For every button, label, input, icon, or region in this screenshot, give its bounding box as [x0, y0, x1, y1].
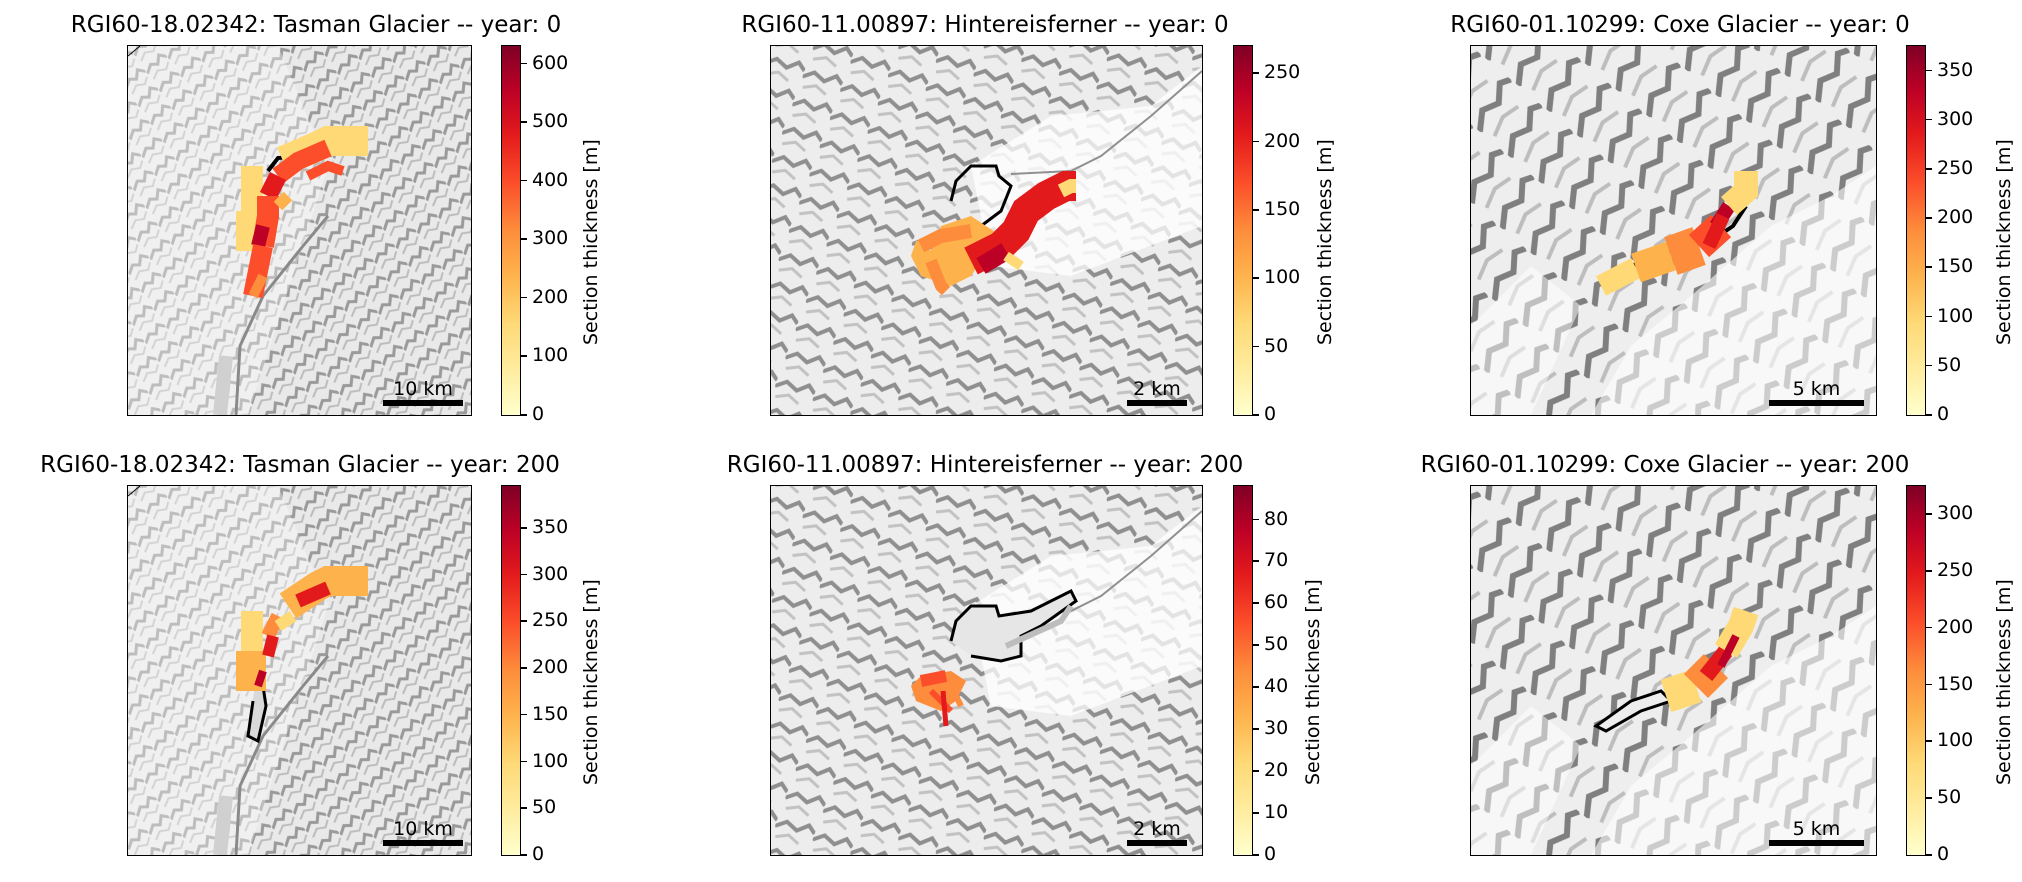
scale-bar: 10 km: [383, 376, 463, 406]
colorbar-tick-label: 250: [532, 609, 569, 632]
scale-bar: 5 km: [1769, 816, 1864, 846]
colorbar-tick-label: 150: [1937, 255, 1974, 278]
panel-title: RGI60-11.00897: Hintereisferner -- year:…: [726, 452, 1244, 478]
colorbar-tick-label: 100: [1264, 266, 1301, 289]
panel-title: RGI60-18.02342: Tasman Glacier -- year: …: [70, 12, 562, 38]
colorbar-tick-label: 50: [1264, 633, 1289, 656]
glacier-flowline: [236, 126, 368, 299]
colorbar-tick-label: 300: [532, 562, 569, 585]
scale-bar-label: 2 km: [1133, 818, 1181, 840]
colorbar-tick-label: 100: [532, 749, 569, 772]
scale-bar: 2 km: [1127, 816, 1187, 846]
scale-bar-label: 5 km: [1792, 378, 1841, 400]
colorbar-tick-label: 50: [1937, 353, 1962, 376]
colorbar-tick-label: 30: [1264, 717, 1289, 740]
map-hef-year-0: 2 km: [770, 45, 1203, 416]
scale-bar-label: 10 km: [393, 818, 453, 840]
colorbar-tick-label: 150: [1264, 198, 1301, 220]
colorbar-tick-label: 0: [532, 403, 545, 425]
colorbar-tick-label: 300: [1937, 107, 1974, 130]
map-coxe-year-200: 5 km: [1470, 485, 1877, 856]
colorbar-tick-label: 100: [1937, 304, 1974, 327]
colorbar-label: Section thickness [m]: [1993, 579, 2015, 785]
colorbar-tick-label: 50: [1264, 334, 1289, 357]
map-tasman-year-200: 10 km: [127, 485, 472, 856]
panel-title: RGI60-01.10299: Coxe Glacier -- year: 0: [1450, 12, 1910, 38]
colorbar-label: Section thickness [m]: [1993, 139, 2015, 345]
map-tasman-year-0: 10 km: [127, 45, 472, 416]
colorbar-tick-label: 40: [1264, 675, 1289, 698]
colorbar-tick-label: 150: [532, 702, 569, 725]
colorbar-tick-label: 0: [1937, 403, 1950, 425]
colorbar-tick-label: 200: [1937, 615, 1974, 638]
colorbar-tick-label: 50: [1937, 786, 1962, 809]
colorbar: 0 10 20 30 40 50 60 70 80: [1233, 485, 1288, 865]
scale-bar: 10 km: [383, 816, 463, 846]
colorbar-tick-label: 100: [1937, 729, 1974, 752]
scale-bar-label: 5 km: [1792, 818, 1841, 840]
map-hef-year-200: 2 km: [770, 485, 1203, 856]
colorbar-tick-label: 0: [1937, 843, 1950, 865]
colorbar: 0 50 100 150 200 250 300: [1906, 485, 1973, 865]
colorbar-tick-label: 0: [1264, 843, 1277, 865]
colorbar: 0 100 200 300 400 500 600: [501, 45, 568, 425]
colorbar-tick-label: 200: [1264, 129, 1301, 152]
colorbar: 0 50 100 150 200 250 300 350: [1906, 45, 1973, 425]
colorbar-tick-label: 100: [532, 344, 569, 367]
colorbar-tick-label: 400: [532, 168, 569, 191]
glacier-flowline: [1593, 606, 1759, 733]
colorbar-tick-label: 0: [532, 843, 545, 865]
scale-bar: 5 km: [1769, 376, 1864, 406]
map-coxe-year-0: 5 km: [1470, 45, 1877, 416]
colorbar-tick-label: 60: [1264, 591, 1289, 614]
colorbar-tick-label: 500: [532, 110, 569, 133]
colorbar-tick-label: 250: [1937, 157, 1974, 179]
glacier-flowline: [1595, 171, 1758, 296]
colorbar-tick-label: 20: [1264, 759, 1289, 782]
colorbar-tick-label: 200: [532, 285, 569, 308]
scale-bar: 2 km: [1127, 376, 1187, 406]
colorbar-label: Section thickness [m]: [1302, 579, 1324, 785]
colorbar-tick-label: 200: [1937, 206, 1974, 229]
glacier-flowline: [236, 566, 368, 744]
colorbar-tick-label: 250: [1937, 559, 1974, 582]
colorbar-tick-label: 150: [1937, 672, 1974, 695]
colorbar: 0 50 100 150 200 250: [1233, 45, 1300, 425]
colorbar-label: Section thickness [m]: [580, 139, 602, 345]
colorbar-tick-label: 200: [532, 656, 569, 679]
glacier-flowline: [911, 588, 1078, 727]
colorbar-tick-label: 10: [1264, 801, 1289, 824]
colorbar-tick-label: 350: [1937, 58, 1974, 81]
colorbar-label: Section thickness [m]: [1314, 139, 1336, 345]
scale-bar-label: 2 km: [1133, 378, 1181, 400]
panel-title: RGI60-18.02342: Tasman Glacier -- year: …: [40, 452, 560, 478]
colorbar-tick-label: 50: [532, 796, 557, 819]
colorbar-tick-label: 80: [1264, 507, 1289, 530]
panel-title: RGI60-11.00897: Hintereisferner -- year:…: [741, 12, 1229, 38]
colorbar-tick-label: 70: [1264, 549, 1289, 572]
glacier-flowline: [911, 164, 1076, 296]
colorbar-tick-label: 250: [1264, 61, 1301, 84]
colorbar-tick-label: 600: [532, 51, 569, 74]
colorbar-tick-label: 300: [1937, 502, 1974, 525]
colorbar: 0 50 100 150 200 250 300 350: [501, 485, 568, 865]
colorbar-tick-label: 350: [532, 516, 569, 539]
colorbar-tick-label: 0: [1264, 403, 1277, 425]
scale-bar-label: 10 km: [393, 378, 453, 400]
panel-title: RGI60-01.10299: Coxe Glacier -- year: 20…: [1420, 452, 1910, 478]
colorbar-tick-label: 300: [532, 227, 569, 250]
colorbar-label: Section thickness [m]: [580, 579, 602, 785]
